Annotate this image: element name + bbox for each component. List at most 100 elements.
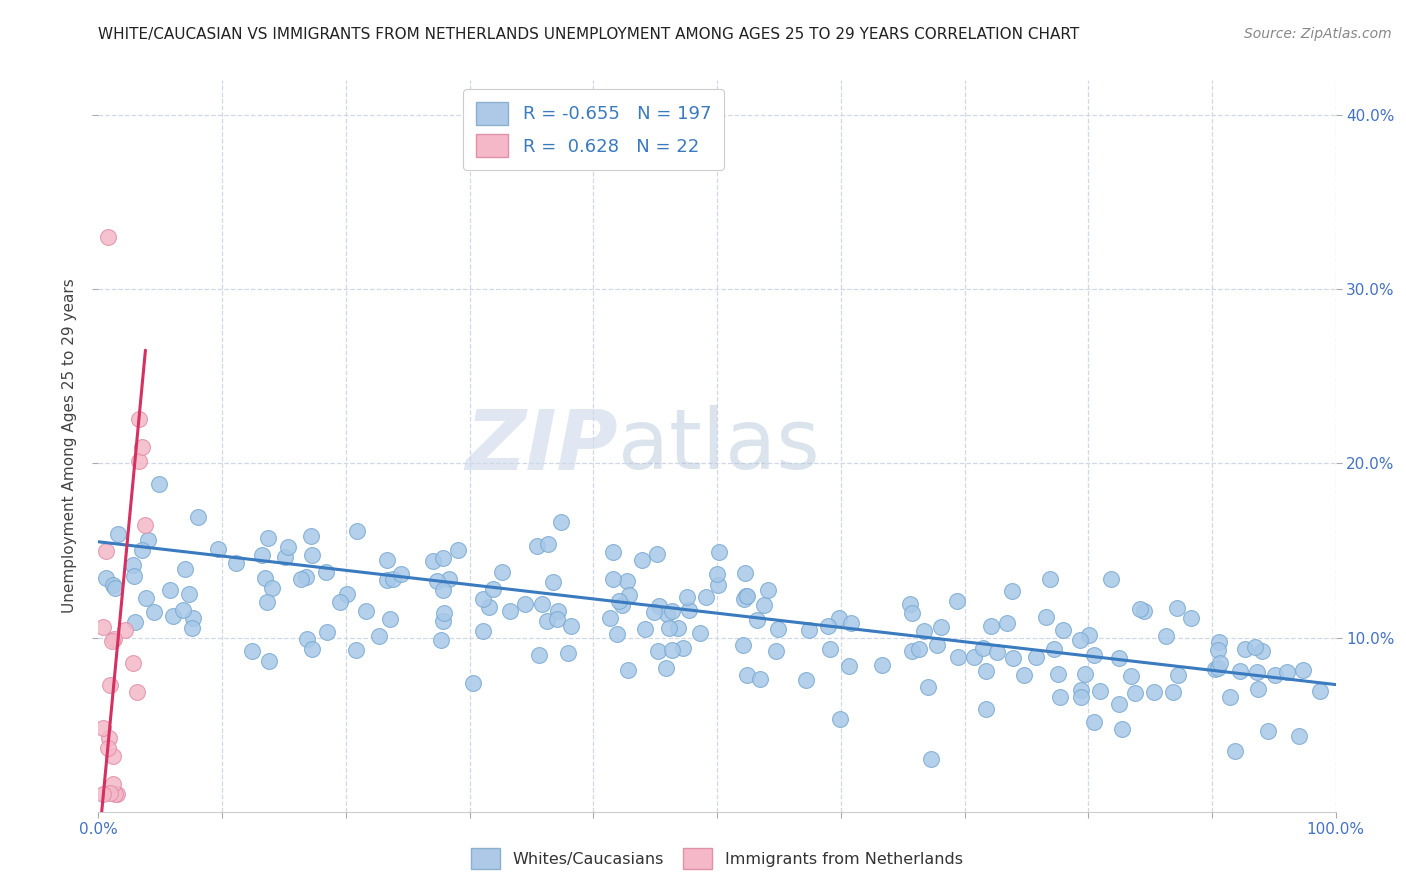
Point — [429, 632, 451, 647]
Point — [1133, 604, 1156, 618]
Point — [912, 624, 935, 638]
Point — [1223, 744, 1246, 758]
Point — [297, 632, 319, 647]
Point — [96, 571, 118, 585]
Point — [368, 630, 391, 644]
Point — [1206, 660, 1229, 674]
Point — [546, 612, 568, 626]
Point — [756, 582, 779, 597]
Point — [101, 634, 124, 648]
Point — [655, 607, 678, 621]
Point — [617, 588, 640, 602]
Point — [946, 650, 969, 665]
Point — [122, 558, 145, 573]
Point — [1154, 629, 1177, 643]
Point — [172, 603, 194, 617]
Point — [820, 642, 842, 657]
Point — [1108, 650, 1130, 665]
Point — [471, 624, 494, 638]
Point — [661, 643, 683, 657]
Point — [1046, 667, 1069, 681]
Point — [557, 646, 579, 660]
Point — [114, 623, 136, 637]
Point — [432, 582, 454, 597]
Point — [1119, 669, 1142, 683]
Point — [259, 654, 281, 668]
Point — [706, 566, 728, 581]
Text: ZIP: ZIP — [465, 406, 619, 486]
Point — [1244, 640, 1267, 654]
Text: atlas: atlas — [619, 406, 820, 486]
Point — [541, 574, 564, 589]
Point — [256, 595, 278, 609]
Point — [972, 640, 994, 655]
Point — [655, 661, 678, 675]
Point — [689, 625, 711, 640]
Point — [143, 605, 166, 619]
Point — [1090, 684, 1112, 698]
Point — [678, 603, 700, 617]
Point — [240, 644, 263, 658]
Point — [131, 543, 153, 558]
Point — [606, 626, 628, 640]
Point — [898, 597, 921, 611]
Point — [491, 566, 513, 580]
Point — [647, 644, 669, 658]
Point — [917, 681, 939, 695]
Point — [381, 572, 404, 586]
Point — [754, 598, 776, 612]
Point — [136, 533, 159, 548]
Point — [225, 556, 247, 570]
Point — [828, 611, 851, 625]
Point — [766, 622, 789, 636]
Point — [1264, 668, 1286, 682]
Point — [643, 605, 665, 619]
Point — [179, 587, 201, 601]
Legend: Whites/Caucasians, Immigrants from Netherlands: Whites/Caucasians, Immigrants from Nethe… — [463, 840, 972, 877]
Point — [536, 537, 558, 551]
Point — [1257, 723, 1279, 738]
Point — [707, 578, 730, 592]
Point — [335, 587, 357, 601]
Point — [870, 657, 893, 672]
Point — [315, 565, 337, 579]
Point — [765, 644, 787, 658]
Point — [124, 615, 146, 630]
Point — [645, 548, 668, 562]
Point — [134, 518, 156, 533]
Point — [104, 581, 127, 595]
Point — [290, 572, 312, 586]
Point — [1180, 611, 1202, 625]
Point — [695, 590, 717, 604]
Point — [1219, 690, 1241, 704]
Point — [1167, 668, 1189, 682]
Point — [1234, 642, 1257, 657]
Point — [602, 573, 624, 587]
Point — [908, 641, 931, 656]
Point — [262, 581, 284, 595]
Point — [797, 623, 820, 637]
Point — [1074, 666, 1097, 681]
Point — [97, 731, 120, 745]
Point — [97, 740, 120, 755]
Point — [974, 702, 997, 716]
Y-axis label: Unemployment Among Ages 25 to 29 years: Unemployment Among Ages 25 to 29 years — [62, 278, 77, 614]
Point — [997, 615, 1019, 630]
Point — [274, 549, 297, 564]
Point — [103, 578, 125, 592]
Point — [159, 582, 181, 597]
Point — [602, 545, 624, 559]
Point — [1229, 664, 1251, 678]
Point — [986, 645, 1008, 659]
Point — [299, 528, 322, 542]
Point — [1025, 650, 1047, 665]
Point — [103, 632, 125, 646]
Point — [97, 230, 120, 244]
Point — [737, 589, 759, 603]
Point — [91, 787, 114, 801]
Point — [91, 619, 114, 633]
Point — [181, 621, 204, 635]
Point — [432, 550, 454, 565]
Point — [128, 454, 150, 468]
Point — [630, 553, 652, 567]
